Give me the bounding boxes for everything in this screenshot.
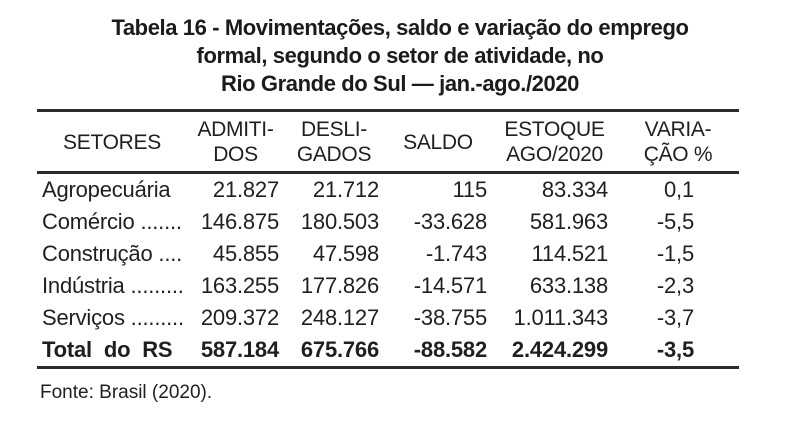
total-value: -88.582 bbox=[384, 334, 492, 369]
source-note: Fonte: Brasil (2020). bbox=[40, 382, 213, 403]
employment-table: SETORES ADMITI- DOS DESLI- GADOS SALDO E… bbox=[37, 109, 739, 369]
cell-value: -5,5 bbox=[656, 209, 694, 234]
column-header-setores: SETORES bbox=[37, 110, 187, 174]
sector-label: Indústria ......... bbox=[42, 273, 184, 298]
cell-value: 21.827 bbox=[212, 177, 279, 202]
cell-value: 209.372 bbox=[200, 305, 279, 330]
sector-label: Comércio ....... bbox=[42, 209, 182, 234]
cell-value: 248.127 bbox=[300, 305, 379, 330]
cell-value: 581.963 bbox=[529, 209, 608, 234]
table-row-construcao: Construção .... 45.855 47.598 -1.743 114… bbox=[37, 238, 739, 270]
cell-value: 0,1 bbox=[664, 177, 694, 202]
total-value: -3,5 bbox=[617, 334, 739, 369]
column-header-variacao: VARIA- ÇÃO % bbox=[617, 110, 739, 174]
cell-value: 633.138 bbox=[529, 273, 608, 298]
cell-value: -2,3 bbox=[656, 273, 694, 298]
table-header: SETORES ADMITI- DOS DESLI- GADOS SALDO E… bbox=[37, 110, 739, 174]
total-value: 587.184 bbox=[187, 334, 284, 369]
sector-label: Construção .... bbox=[42, 241, 183, 266]
header-row: SETORES ADMITI- DOS DESLI- GADOS SALDO E… bbox=[37, 110, 739, 174]
cell-value: -1,5 bbox=[656, 241, 694, 266]
column-header-admitidos: ADMITI- DOS bbox=[187, 110, 284, 174]
column-header-estoque: ESTOQUE AGO/2020 bbox=[492, 110, 617, 174]
cell-value: 47.598 bbox=[312, 241, 379, 266]
cell-value: 115 bbox=[452, 177, 488, 202]
cell-value: 180.503 bbox=[300, 209, 379, 234]
cell-value: 83.334 bbox=[541, 177, 608, 202]
cell-value: 1.011.343 bbox=[513, 305, 609, 330]
total-label: Total do RS bbox=[37, 334, 187, 369]
cell-value: 114.521 bbox=[531, 241, 609, 266]
cell-value: -14.571 bbox=[413, 273, 487, 298]
total-row: Total do RS 587.184 675.766 -88.582 2.42… bbox=[37, 334, 739, 369]
total-value: 2.424.299 bbox=[492, 334, 617, 369]
table-title: Tabela 16 - Movimentações, saldo e varia… bbox=[111, 15, 689, 96]
table-row-industria: Indústria ......... 163.255 177.826 -14.… bbox=[37, 270, 739, 302]
cell-value: 163.255 bbox=[200, 273, 279, 298]
cell-value: -33.628 bbox=[413, 209, 487, 234]
cell-value: 177.826 bbox=[300, 273, 379, 298]
total-value: 675.766 bbox=[284, 334, 384, 369]
table-row-comercio: Comércio ....... 146.875 180.503 -33.628… bbox=[37, 206, 739, 238]
cell-value: 45.855 bbox=[212, 241, 279, 266]
table-body: Agropecuária 21.827 21.712 115 83.334 0,… bbox=[37, 173, 739, 369]
cell-value: 146.875 bbox=[200, 209, 279, 234]
sector-label: Serviços ......... bbox=[42, 305, 184, 330]
cell-value: -38.755 bbox=[413, 305, 487, 330]
cell-value: 21.712 bbox=[312, 177, 379, 202]
cell-value: -3,7 bbox=[656, 305, 694, 330]
column-header-desligados: DESLI- GADOS bbox=[284, 110, 384, 174]
column-header-saldo: SALDO bbox=[384, 110, 492, 174]
table-row-agropecuaria: Agropecuária 21.827 21.712 115 83.334 0,… bbox=[37, 173, 739, 207]
sector-label: Agropecuária bbox=[42, 177, 171, 202]
table-row-servicos: Serviços ......... 209.372 248.127 -38.7… bbox=[37, 302, 739, 334]
cell-value: -1.743 bbox=[425, 241, 487, 266]
